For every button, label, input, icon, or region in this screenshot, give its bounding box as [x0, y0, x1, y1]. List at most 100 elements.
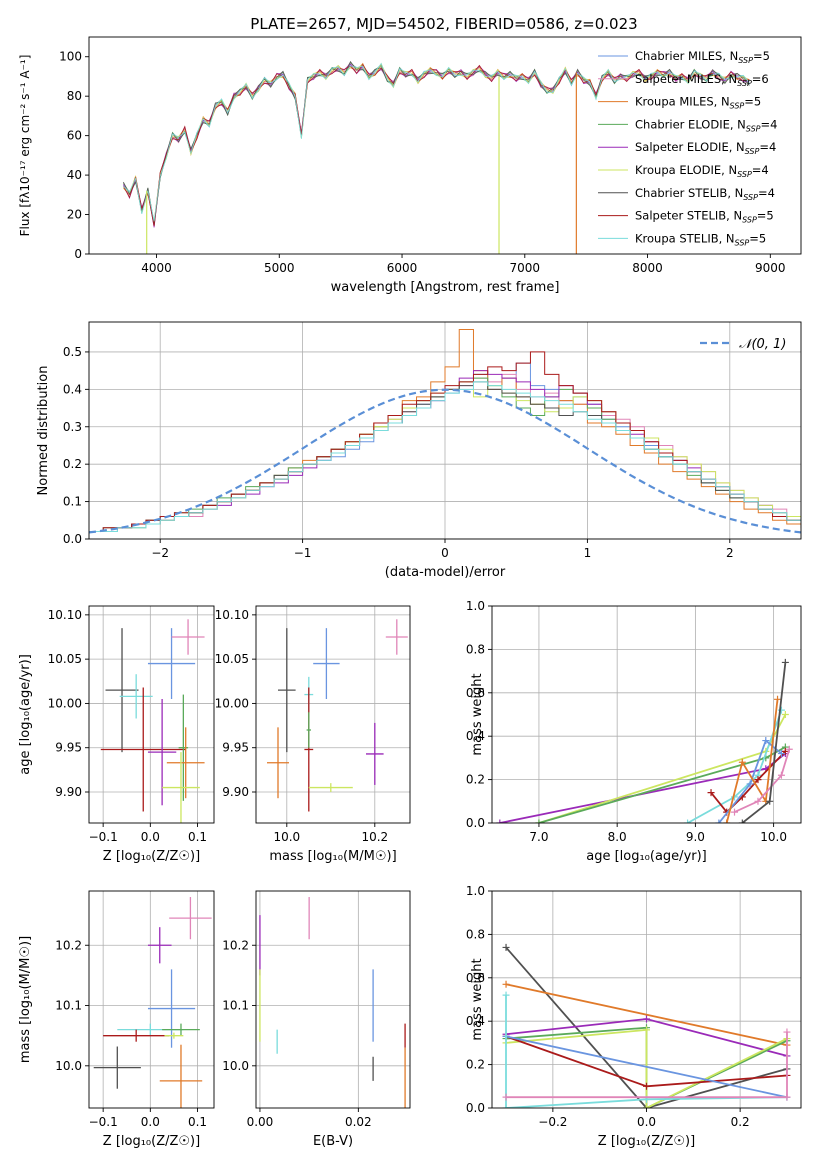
- panel-weight_vs_age: 7.0 8.0 9.0 10.0 0.0 0.2 0.4 0.6 0.8 1.0 age [log₁…: [466, 599, 802, 864]
- panel-mass_vs_EBV: 0.00 0.02 10.0 10.1 10.2 E(B-V): [222, 890, 411, 1149]
- weight-line-chab_miles: [718, 738, 782, 823]
- histogram-krou_miles: [89, 328, 801, 539]
- axes-frame: [88, 36, 802, 255]
- y-axis-label: Flux [fλ10⁻¹⁷ erg cm⁻² s⁻¹ A⁻¹]: [18, 55, 32, 237]
- y-tick-label: 0.6: [466, 971, 485, 985]
- legend-label-normal: 𝒩(0, 1): [739, 337, 786, 352]
- x-tick-label: 8.0: [608, 830, 627, 844]
- x-tick-label: 9.0: [686, 830, 705, 844]
- legend-label-salp_stelib: Salpeter STELIB, NSSP=5: [635, 209, 774, 225]
- y-tick-label: 0.5: [63, 345, 82, 359]
- weight-marker: [777, 750, 785, 758]
- y-tick-label: 10.00: [48, 696, 82, 710]
- y-tick-label: 10.05: [215, 652, 249, 666]
- y-tick-label: 10.1: [222, 999, 249, 1013]
- legend-label-krou_miles: Kroupa MILES, NSSP=5: [635, 95, 761, 111]
- spectrum-legend: Chabrier MILES, NSSP=5 Salpeter MILES, NS…: [598, 49, 777, 247]
- weight-marker: [783, 1028, 791, 1036]
- legend-label-krou_stelib: Kroupa STELIB, NSSP=5: [635, 231, 766, 247]
- axes-frame: [255, 605, 411, 824]
- weight-marker: [643, 1015, 650, 1023]
- y-tick-label: 10.05: [48, 652, 82, 666]
- errorbar-point-chab_stelib: [278, 628, 296, 753]
- x-tick-label: −1: [294, 546, 312, 560]
- weight-marker: [723, 819, 731, 823]
- figure-title: PLATE=2657, MJD=54502, FIBERID=0586, z=0…: [250, 15, 637, 33]
- weight-marker: [785, 745, 793, 753]
- y-tick-label: 0.8: [466, 642, 485, 656]
- panel-age_vs_mass: 10.0 10.2 9.90 9.95 10.00 10.05 10.10 mass [log…: [215, 605, 411, 864]
- weight-marker: [777, 771, 785, 779]
- panel-residuals: −2 −1 0 1 2 0.0 0.1 0.2 0.3 0.4 0.5 (data-model)/er…: [36, 321, 802, 580]
- y-axis-label: mass weight: [470, 958, 485, 1040]
- y-tick-label: 9.90: [55, 785, 82, 799]
- weight-marker: [754, 776, 762, 784]
- x-tick-label: 7000: [510, 261, 541, 275]
- y-tick-label: 0.4: [63, 382, 82, 396]
- y-tick-label: 0.4: [466, 1014, 485, 1028]
- x-tick-label: 8000: [632, 261, 663, 275]
- y-tick-label: 10.1: [55, 999, 82, 1013]
- legend-label-chab_elodie: Chabrier ELODIE, NSSP=4: [635, 117, 777, 133]
- histogram-chab_stelib: [89, 381, 801, 539]
- errorbar-point-salp_stelib: [100, 687, 186, 812]
- x-tick-label: 0.2: [731, 1115, 750, 1129]
- y-tick-label: 9.95: [222, 741, 249, 755]
- x-tick-label: −2: [151, 546, 169, 560]
- charts-layer: 4000 5000 6000 7000 8000 9000020406080100wave…: [18, 36, 802, 1149]
- legend-label-salp_elodie: Salpeter ELODIE, NSSP=4: [635, 140, 776, 156]
- spectrum-line-chab_stelib: [123, 60, 750, 226]
- axes-frame: [88, 605, 215, 824]
- errorbar-point-krou_elodie: [308, 783, 353, 792]
- x-tick-label: 6000: [387, 261, 418, 275]
- weight-marker: [781, 658, 789, 666]
- errorbar-point-salp_miles: [169, 897, 212, 940]
- y-tick-label: 100: [59, 50, 82, 64]
- histogram-salp_miles: [89, 373, 801, 539]
- weight-line-krou_stelib: [505, 995, 788, 1108]
- y-tick-label: 0.8: [466, 927, 485, 941]
- errorbar-point-krou_stelib: [119, 674, 153, 719]
- weight-marker: [774, 695, 782, 703]
- y-tick-label: 0: [74, 247, 82, 261]
- histogram-salp_elodie: [89, 370, 801, 539]
- weight-line-chab_miles: [505, 1035, 788, 1099]
- x-tick-label: 0.1: [188, 830, 207, 844]
- y-tick-label: 1.0: [466, 599, 485, 613]
- x-tick-label: −0.1: [89, 1115, 118, 1129]
- errorbar-point-chab_stelib: [93, 1046, 141, 1089]
- weight-marker: [496, 819, 504, 823]
- weight-marker: [502, 991, 510, 999]
- y-tick-label: 10.2: [222, 938, 249, 952]
- x-tick-label: −0.2: [538, 1115, 567, 1129]
- y-tick-label: 10.2: [55, 938, 82, 952]
- y-tick-label: 10.0: [55, 1059, 82, 1073]
- errorbar-point-salp_elodie: [147, 927, 172, 964]
- errorbar-point-chab_elodie: [162, 1023, 200, 1036]
- weight-marker: [738, 758, 746, 766]
- errorbar-point-chab_stelib: [105, 628, 139, 753]
- weight-marker: [781, 711, 789, 718]
- panel-spectrum: 4000 5000 6000 7000 8000 9000 0 20 40 60 80 100 wave…: [18, 36, 802, 295]
- weight-marker: [766, 797, 774, 805]
- x-tick-label: 5000: [264, 261, 295, 275]
- plot-area-weight_vs_age: [492, 606, 801, 823]
- x-axis-label: E(B-V): [313, 1134, 353, 1149]
- y-tick-label: 0.2: [466, 773, 485, 787]
- weight-marker: [731, 808, 739, 816]
- y-tick-label: 0.1: [63, 495, 82, 509]
- y-axis-label: mass weight: [470, 673, 485, 755]
- x-tick-label: 0.02: [345, 1115, 372, 1129]
- weight-marker: [502, 943, 510, 951]
- weight-marker: [762, 737, 770, 745]
- y-tick-label: 80: [67, 89, 82, 103]
- normal-curve: [89, 388, 801, 534]
- y-tick-label: 20: [67, 208, 82, 222]
- weight-line-krou_miles: [505, 983, 788, 1046]
- y-tick-label: 1.0: [466, 884, 485, 898]
- weight-line-chab_stelib: [505, 946, 788, 1108]
- weight-marker: [502, 980, 510, 988]
- panel-age_vs_Z: −0.1 0.0 0.1 9.90 9.95 10.00 10.05 10.10 Z [log₁…: [18, 605, 215, 864]
- x-axis-label: age [log₁₀(age/yr)]: [586, 849, 707, 864]
